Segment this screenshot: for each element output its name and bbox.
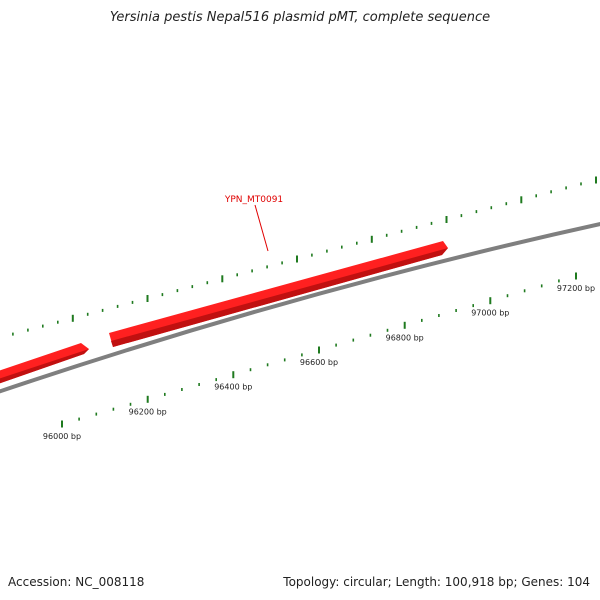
gene-label-ypn-mt0091[interactable]: YPN_MT0091 [224,195,283,205]
position-label: 96800 bp [386,333,424,342]
position-label: 97200 bp [557,284,595,293]
outer-tick-track [12,176,597,336]
plasmid-backbone [0,222,600,394]
position-label: 96200 bp [129,407,167,416]
position-label: 96600 bp [300,358,338,367]
map-title: Yersinia pestis Nepal516 plasmid pMT, co… [109,10,491,25]
position-label: 96400 bp [214,383,252,392]
inner-tick-track: 96000 bp 96200 bp 96400 bp 96600 bp 96800 bp… [43,272,595,441]
gene-feature-left-shade [0,349,89,384]
position-label: 96000 bp [43,432,81,441]
sequence-summary-text: Topology: circular; Length: 100,918 bp; … [283,575,590,589]
position-label: 97000 bp [471,309,509,318]
accession-text: Accession: NC_008118 [8,575,145,589]
gene-label-leader [254,204,269,252]
gene-feature-ypn-mt0091-shade [111,248,448,347]
gene-track [0,241,448,384]
